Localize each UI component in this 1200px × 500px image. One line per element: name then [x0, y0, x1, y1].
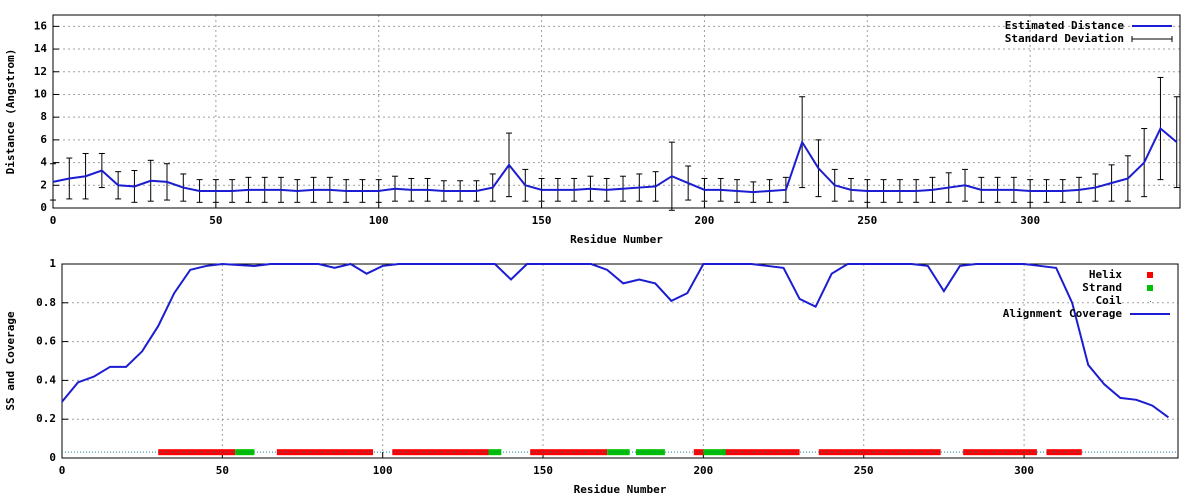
- x-tick-label: 0: [50, 214, 57, 227]
- y-tick-label: 1: [49, 257, 56, 270]
- x-tick-label: 300: [1020, 214, 1040, 227]
- legend-label: Alignment Coverage: [1003, 307, 1123, 320]
- legend-swatch: [1147, 285, 1153, 291]
- y-tick-label: 0.2: [36, 412, 56, 425]
- x-axis-label: Residue Number: [574, 483, 667, 496]
- legend-swatch: [1147, 272, 1153, 278]
- y-tick-label: 4: [40, 156, 47, 169]
- error-bar: [50, 163, 56, 201]
- y-tick-label: 14: [34, 42, 48, 55]
- x-tick-label: 150: [532, 214, 552, 227]
- plot-frame: [61, 263, 1179, 459]
- x-tick-label: 150: [533, 464, 553, 477]
- legend-label: Estimated Distance: [1005, 19, 1125, 32]
- y-tick-label: 16: [34, 19, 48, 32]
- y-tick-label: 10: [34, 87, 47, 100]
- ss-segment: [276, 449, 374, 456]
- x-tick-label: 100: [369, 214, 389, 227]
- x-tick-label: 250: [857, 214, 877, 227]
- plot-frame: [52, 14, 1181, 209]
- legend-label: Helix: [1089, 268, 1122, 281]
- y-axis-label: SS and Coverage: [4, 311, 17, 411]
- legend-label: Coil: [1096, 294, 1123, 307]
- x-axis-label: Residue Number: [570, 233, 663, 246]
- x-tick-label: 300: [1014, 464, 1034, 477]
- y-tick-label: 8: [40, 110, 47, 123]
- ss-segment: [530, 449, 608, 456]
- ss-segment: [963, 449, 1037, 456]
- y-tick-label: 2: [40, 178, 47, 191]
- x-tick-label: 0: [59, 464, 66, 477]
- x-tick-label: 100: [373, 464, 393, 477]
- y-tick-label: 6: [40, 133, 47, 146]
- x-tick-label: 200: [695, 214, 715, 227]
- y-tick-label: 0.4: [36, 373, 56, 386]
- x-tick-label: 50: [216, 464, 229, 477]
- y-tick-label: 0: [49, 451, 56, 464]
- y-axis-label: Distance (Angstrom): [4, 49, 17, 175]
- x-tick-label: 250: [854, 464, 874, 477]
- ss-segment: [158, 449, 236, 456]
- line: [52, 126, 1178, 194]
- line: [61, 262, 1169, 419]
- x-tick-label: 50: [209, 214, 222, 227]
- y-tick-label: 12: [34, 65, 47, 78]
- ss-segment: [235, 449, 255, 456]
- legend-swatch: [1150, 301, 1151, 302]
- legend-label: Strand: [1082, 281, 1122, 294]
- y-tick-label: 0.8: [36, 296, 56, 309]
- ss-segment: [703, 449, 726, 456]
- x-tick-label: 200: [693, 464, 713, 477]
- ss-segment: [607, 449, 630, 456]
- y-tick-label: 0: [40, 201, 47, 214]
- ss-segment: [818, 449, 941, 456]
- y-tick-label: 0.6: [36, 335, 56, 348]
- legend-label: Standard Deviation: [1005, 32, 1124, 45]
